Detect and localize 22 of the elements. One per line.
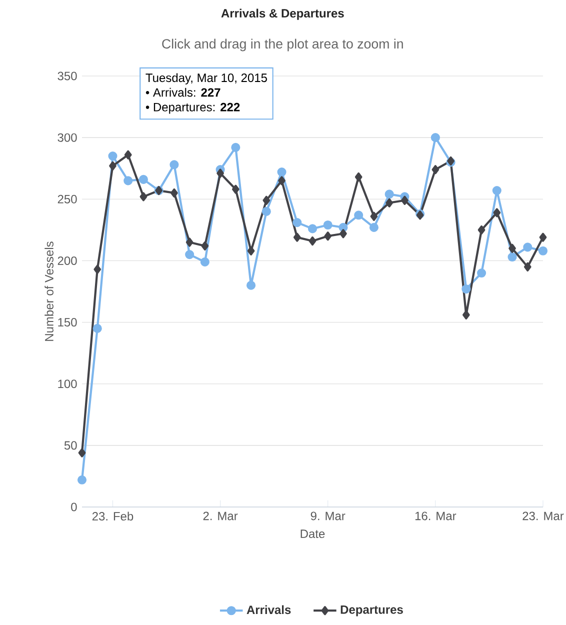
y-tick-label: 350 xyxy=(58,72,77,80)
x-tick-label: 16. Mar xyxy=(415,512,456,520)
y-tick-label: 50 xyxy=(64,441,77,450)
x-axis-title: Date xyxy=(300,530,325,538)
y-axis-title: Number of Vessels xyxy=(44,242,54,341)
x-tick-label: 2. Mar xyxy=(203,512,238,520)
annotation: Tuesday, Mar 10, 2015 xyxy=(146,73,267,84)
chart-subtitle: Click and drag in the plot area to zoom in xyxy=(162,38,403,52)
chart-title: Arrivals & Departures xyxy=(221,8,344,20)
y-tick-label: 150 xyxy=(58,318,77,327)
y-tick-label: 0 xyxy=(71,502,77,512)
y-tick-label: 300 xyxy=(58,133,77,142)
x-tick-label: 9. Mar xyxy=(310,512,346,520)
y-tick-label: 200 xyxy=(58,256,77,265)
y-tick-label: 250 xyxy=(58,194,77,204)
x-tick-label: 23. Feb xyxy=(92,512,134,521)
annotation: • Departures: 222 xyxy=(146,102,240,114)
annotation: • Arrivals: 227 xyxy=(146,88,220,97)
x-tick-label: 23. Mar xyxy=(522,512,564,520)
legend-label: Departures xyxy=(340,605,403,616)
legend-label: Arrivals xyxy=(246,605,291,614)
y-tick-label: 100 xyxy=(58,380,77,388)
